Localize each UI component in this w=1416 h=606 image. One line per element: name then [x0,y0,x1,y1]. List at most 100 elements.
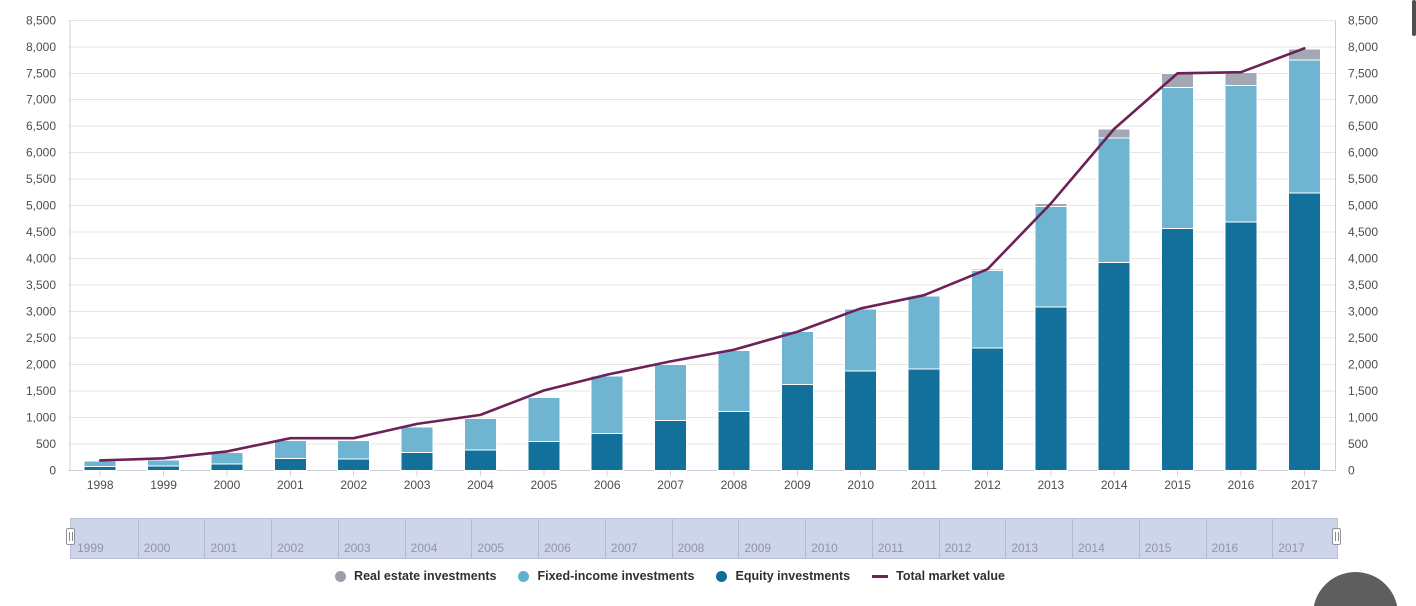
y-axis-tick-label-left: 4,500 [26,225,56,239]
navigator-year-label: 2005 [477,541,505,555]
bar-segment-real-estate-investments[interactable] [1161,72,1195,89]
x-axis-category-label: 2002 [340,478,367,492]
x-axis-category-label: 1998 [87,478,114,492]
y-axis-tick-label-right: 8,500 [1348,13,1378,27]
y-axis-tick-label-right: 3,000 [1348,305,1378,319]
y-axis-tick-label-right: 1,000 [1348,411,1378,425]
chart-legend: Real estate investments Fixed-income inv… [0,569,1340,583]
bar-segment-equity-investments[interactable] [83,465,117,471]
y-axis-tick-label-left: 7,500 [26,66,56,80]
bar-segment-equity-investments[interactable] [527,440,561,472]
y-axis-tick-label-left: 8,500 [26,13,56,27]
legend-item-real-estate[interactable]: Real estate investments [335,569,496,583]
navigator-right-handle[interactable] [1332,528,1341,545]
legend-item-fixed-income[interactable]: Fixed-income investments [518,569,694,583]
bar-segment-equity-investments[interactable] [654,420,688,471]
navigator-year-label: 2013 [1011,541,1039,555]
navigator-separator [337,519,339,558]
bar-segment-fixed-income-investments[interactable] [83,460,117,467]
fixed-income-swatch-icon [518,570,530,582]
bar-segment-fixed-income-investments[interactable] [273,439,307,459]
bar-segment-equity-investments[interactable] [463,449,497,471]
y-axis-tick-label-right: 4,500 [1348,225,1378,239]
x-axis-category-label: 2003 [404,478,431,492]
bar-segment-equity-investments[interactable] [1034,306,1068,471]
navigator-separator [1138,519,1140,558]
y-axis-tick-label-left: 4,000 [26,252,56,266]
bar-segment-fixed-income-investments[interactable] [337,439,371,460]
bar-segment-fixed-income-investments[interactable] [717,349,751,413]
bar-segment-equity-investments[interactable] [1287,192,1321,471]
navigator-year-label: 2003 [343,541,371,555]
bar-segment-fixed-income-investments[interactable] [463,418,497,451]
y-axis-tick-label-right: 2,000 [1348,358,1378,372]
x-axis-category-label: 1999 [150,478,177,492]
bar-segment-equity-investments[interactable] [147,465,181,471]
bar-segment-real-estate-investments[interactable] [1224,72,1258,86]
y-axis-tick-label-left: 3,000 [26,305,56,319]
bar-segment-fixed-income-investments[interactable] [147,459,181,467]
bar-segment-equity-investments[interactable] [907,368,941,472]
navigator-separator [1072,519,1074,558]
bar-segment-equity-investments[interactable] [1224,221,1258,471]
navigator-separator [1205,519,1207,558]
navigator-year-label: 2010 [811,541,838,555]
navigator-year-label: 2017 [1278,541,1305,555]
navigator-separator [604,519,606,558]
bar-segment-fixed-income-investments[interactable] [1161,87,1195,229]
y-axis-tick-label-right: 5,000 [1348,199,1378,213]
navigator-left-handle[interactable] [66,528,75,545]
bar-segment-equity-investments[interactable] [590,432,624,472]
bar-segment-equity-investments[interactable] [273,457,307,471]
bar-segment-fixed-income-investments[interactable] [1034,206,1068,308]
navigator-year-label: 2014 [1078,541,1105,555]
legend-item-total-market-value[interactable]: Total market value [872,569,1005,583]
legend-item-equity[interactable]: Equity investments [716,569,850,583]
bar-segment-equity-investments[interactable] [337,458,371,472]
equity-swatch-icon [716,570,728,582]
bar-segment-fixed-income-investments[interactable] [210,451,244,465]
bar-segment-fixed-income-investments[interactable] [970,269,1004,349]
bar-segment-equity-investments[interactable] [970,347,1004,471]
bar-segment-equity-investments[interactable] [717,411,751,471]
bar-segment-equity-investments[interactable] [1161,227,1195,471]
bar-segment-fixed-income-investments[interactable] [400,426,434,453]
total-market-value-line[interactable] [98,47,1306,462]
stacked-bar-line-chart[interactable]: 0 0 500 500 1,000 1,000 1,500 1,500 2,000 2,000 2,… [0,0,1416,512]
bar-segment-fixed-income-investments[interactable] [1224,84,1258,223]
y-axis-tick-label-right: 1,500 [1348,384,1378,398]
bar-segment-fixed-income-investments[interactable] [1287,59,1321,194]
bar-segment-fixed-income-investments[interactable] [654,364,688,422]
bar-segment-equity-investments[interactable] [400,451,434,472]
navigator-year-label: 2015 [1144,541,1172,555]
x-axis-category-label: 2014 [1101,478,1128,492]
range-navigator[interactable]: 1999 2000 2001 2002 2003 2004 2005 2006 2007 2008… [70,518,1338,559]
bar-segment-fixed-income-investments[interactable] [527,396,561,442]
bar-segment-fixed-income-investments[interactable] [780,331,814,386]
x-axis-category-label: 2015 [1164,478,1191,492]
navigator-separator [871,519,873,558]
x-axis-category-label: 2013 [1037,478,1064,492]
bar-segment-equity-investments[interactable] [780,384,814,471]
navigator-separator [671,519,673,558]
bar-segment-equity-investments[interactable] [210,463,244,471]
bar-segment-fixed-income-investments[interactable] [1097,137,1131,263]
x-axis-category-label: 2011 [911,478,937,492]
x-axis-category-label: 2017 [1291,478,1318,492]
bar-segment-fixed-income-investments[interactable] [907,295,941,370]
x-axis-category-label: 2010 [847,478,874,492]
navigator-separator [805,519,807,558]
y-axis-tick-label-left: 0 [49,464,56,478]
bar-segment-real-estate-investments[interactable] [1287,48,1321,61]
navigator-year-label: 2004 [410,541,438,555]
bar-segment-equity-investments[interactable] [844,370,878,472]
vertical-scrollbar-thumb[interactable] [1412,0,1416,36]
bar-segment-fixed-income-investments[interactable] [590,375,624,434]
navigator-separator [1272,519,1274,558]
navigator-year-label: 2007 [610,541,638,555]
y-axis-tick-label-left: 1,500 [26,384,56,398]
y-axis-tick-label-left: 5,000 [26,199,56,213]
navigator-separator [271,519,273,558]
bar-segment-fixed-income-investments[interactable] [844,308,878,372]
bar-segment-equity-investments[interactable] [1097,261,1131,471]
